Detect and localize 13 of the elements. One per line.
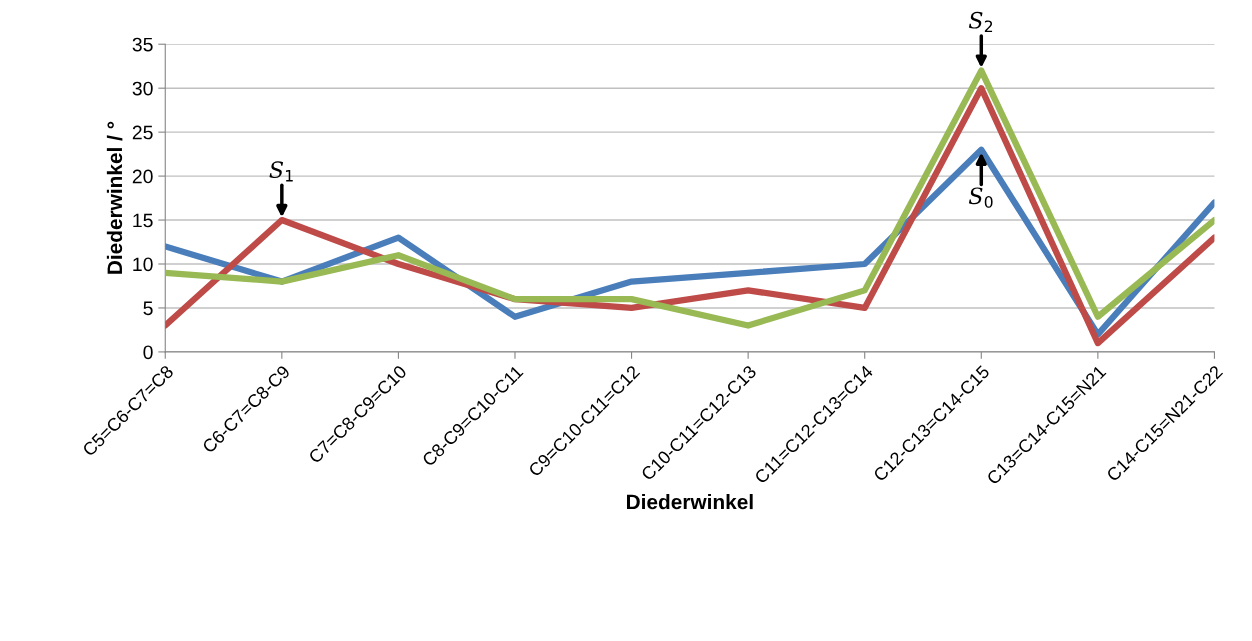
y-tick-label: 25 <box>132 125 153 140</box>
annotation: S$_{0}$ <box>968 187 993 208</box>
y-tick-label: 30 <box>132 81 153 96</box>
annotation: S$_{2}$ <box>968 11 993 32</box>
y-tick-label: 35 <box>132 37 153 52</box>
x-axis-title: Diederwinkel <box>626 494 753 510</box>
y-tick-label: 0 <box>143 345 153 360</box>
y-tick-label: 10 <box>133 257 153 272</box>
y-axis-title: Diederwinkel / ° <box>106 121 123 274</box>
y-tick-label: 15 <box>133 213 153 228</box>
annotation: S$_{1}$ <box>269 161 293 182</box>
y-tick-label: 5 <box>143 301 153 316</box>
y-tick-label: 20 <box>132 169 153 184</box>
